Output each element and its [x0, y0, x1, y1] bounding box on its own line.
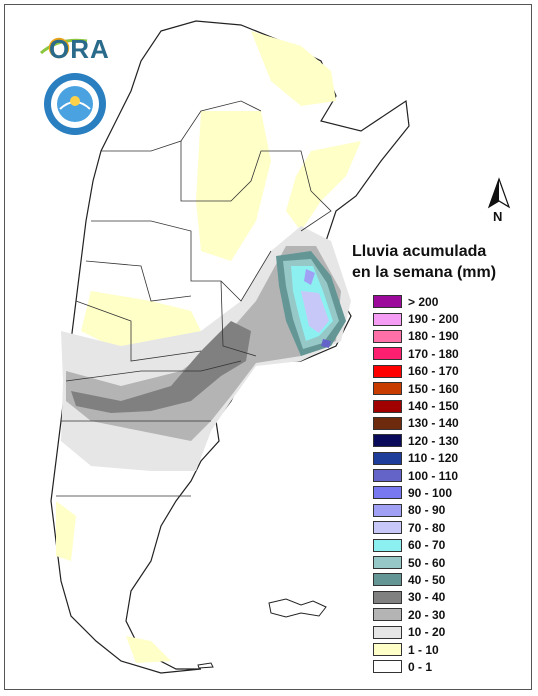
north-arrow-icon — [487, 177, 511, 209]
legend-label: 90 - 100 — [408, 485, 453, 500]
legend-item: 1 - 10 — [373, 641, 523, 658]
rainfall-map — [50, 20, 410, 674]
legend-item: 10 - 20 — [373, 623, 523, 640]
legend-item: 20 - 30 — [373, 606, 523, 623]
legend-item: 190 - 200 — [373, 310, 523, 327]
legend-swatch — [373, 625, 402, 639]
legend-swatch — [373, 364, 402, 378]
legend-item: 40 - 50 — [373, 571, 523, 588]
smn-seal-icon — [44, 73, 106, 135]
legend-swatch — [373, 469, 402, 483]
legend-title: Lluvia acumulada en la semana (mm) — [352, 241, 522, 283]
legend-item: 70 - 80 — [373, 519, 523, 536]
legend-item: 180 - 190 — [373, 328, 523, 345]
legend-swatch — [373, 416, 402, 430]
legend-label: 60 - 70 — [408, 538, 446, 553]
legend-item: 90 - 100 — [373, 484, 523, 501]
legend-label: 40 - 50 — [408, 572, 446, 587]
legend-swatch — [373, 538, 402, 552]
legend-label: 30 - 40 — [408, 590, 446, 605]
legend-swatch — [373, 399, 402, 413]
rain-zone-1-10-tierra-del-fuego — [126, 636, 171, 663]
legend-item: 0 - 1 — [373, 658, 523, 675]
legend-swatch — [373, 295, 402, 309]
legend-title-line2: en la semana (mm) — [352, 264, 497, 281]
legend-title-line1: Lluvia acumulada — [352, 243, 487, 260]
legend-label: 170 - 180 — [408, 346, 459, 361]
rain-zone-1-10-south — [56, 501, 76, 561]
legend: > 200 190 - 200 180 - 190 170 - 180 160 - 17… — [373, 293, 523, 676]
rain-zone-100-110 — [321, 339, 331, 348]
legend-swatch — [373, 503, 402, 517]
rain-zone-30-40 — [71, 321, 251, 413]
legend-label: 180 - 190 — [408, 329, 459, 344]
legend-item: 120 - 130 — [373, 432, 523, 449]
ora-logo-text: ORA — [49, 34, 110, 64]
legend-label: 50 - 60 — [408, 555, 446, 570]
legend-swatch — [373, 521, 402, 535]
legend-item: 110 - 120 — [373, 450, 523, 467]
ora-logo-swoosh-icon — [40, 37, 88, 59]
north-arrow: N — [483, 177, 517, 227]
rain-zone-1-10-center — [196, 111, 271, 261]
legend-item: 140 - 150 — [373, 397, 523, 414]
rain-zone-1-10-west — [81, 291, 201, 351]
legend-item: 170 - 180 — [373, 345, 523, 362]
legend-label: 110 - 120 — [408, 451, 459, 466]
legend-item: 30 - 40 — [373, 589, 523, 606]
legend-swatch — [373, 451, 402, 465]
legend-swatch — [373, 590, 402, 604]
legend-item: 50 - 60 — [373, 554, 523, 571]
legend-item: > 200 — [373, 293, 523, 310]
legend-label: 120 - 130 — [408, 433, 459, 448]
legend-label: 100 - 110 — [408, 468, 459, 483]
legend-swatch — [373, 660, 402, 674]
legend-label: > 200 — [408, 294, 439, 309]
legend-item: 130 - 140 — [373, 415, 523, 432]
legend-swatch — [373, 434, 402, 448]
rain-zone-1-10-mesopotamia — [286, 141, 361, 231]
legend-label: 0 - 1 — [408, 659, 433, 674]
legend-item: 100 - 110 — [373, 467, 523, 484]
legend-label: 20 - 30 — [408, 607, 446, 622]
legend-swatch — [373, 556, 402, 570]
north-arrow-label: N — [493, 209, 503, 224]
legend-item: 60 - 70 — [373, 536, 523, 553]
rain-zone-80-90 — [304, 269, 315, 285]
legend-label: 160 - 170 — [408, 364, 459, 379]
legend-label: 150 - 160 — [408, 381, 459, 396]
map-frame: ORA N Lluvia acumulada en la semana (mm)… — [4, 4, 532, 690]
ora-logo: ORA — [39, 31, 111, 65]
legend-swatch — [373, 312, 402, 326]
legend-label: 140 - 150 — [408, 399, 459, 414]
legend-item: 160 - 170 — [373, 363, 523, 380]
legend-swatch — [373, 382, 402, 396]
legend-label: 70 - 80 — [408, 520, 446, 535]
legend-item: 80 - 90 — [373, 502, 523, 519]
legend-swatch — [373, 573, 402, 587]
legend-swatch — [373, 608, 402, 622]
legend-label: 80 - 90 — [408, 503, 446, 518]
legend-label: 190 - 200 — [408, 312, 459, 327]
legend-swatch — [373, 347, 402, 361]
malvinas-islands — [268, 598, 327, 618]
rain-zone-20-30 — [66, 246, 341, 441]
rain-zone-1-10-north — [251, 31, 336, 106]
legend-swatch — [373, 486, 402, 500]
legend-label: 10 - 20 — [408, 625, 446, 640]
legend-label: 1 - 10 — [408, 642, 439, 657]
province-boundaries — [56, 100, 332, 497]
legend-swatch — [373, 643, 402, 656]
isla-de-los-estados — [197, 662, 214, 669]
legend-item: 150 - 160 — [373, 380, 523, 397]
legend-label: 130 - 140 — [408, 416, 459, 431]
legend-swatch — [373, 329, 402, 343]
rain-zone-70-80 — [301, 291, 329, 333]
smn-seal-logo — [42, 71, 108, 137]
